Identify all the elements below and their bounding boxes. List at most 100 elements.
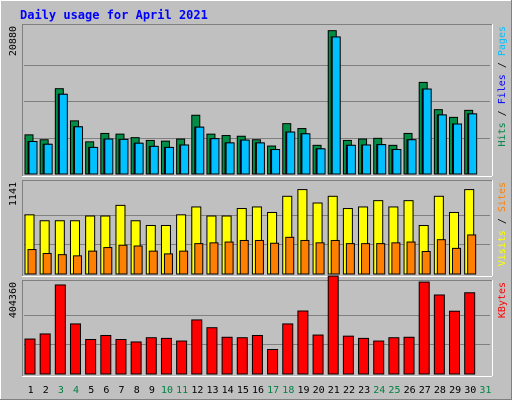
right-axis-legend: KBytes (497, 282, 508, 318)
bar-pages-day-26 (407, 139, 417, 175)
bar-pages-day-30 (468, 113, 478, 175)
bar-sites-day-7 (118, 244, 128, 275)
bar-pages-day-4 (73, 126, 83, 175)
right-axis-legend: Visits / Sites (497, 182, 508, 266)
x-tick-label-29: 29 (449, 385, 461, 396)
x-tick-label-12: 12 (191, 385, 203, 396)
bar-sites-day-28 (436, 239, 446, 275)
legend-separator: / (497, 56, 508, 74)
bar-kbytes-day-30 (464, 292, 476, 375)
x-tick-label-22: 22 (343, 385, 355, 396)
bar-kbytes-day-9 (145, 337, 157, 375)
bar-kbytes-day-5 (85, 339, 97, 375)
bar-kbytes-day-23 (358, 337, 370, 375)
bar-kbytes-day-26 (403, 336, 415, 375)
bar-kbytes-day-12 (191, 319, 203, 375)
legend-separator: / (497, 104, 508, 122)
bar-sites-day-27 (421, 251, 431, 275)
bar-pages-day-15 (240, 139, 250, 175)
bar-pages-day-21 (331, 36, 341, 175)
bar-sites-day-5 (88, 250, 98, 275)
bar-kbytes-day-27 (418, 281, 430, 375)
bar-pages-day-17 (271, 149, 281, 175)
x-tick-label-23: 23 (358, 385, 370, 396)
x-tick-label-26: 26 (404, 385, 416, 396)
bar-sites-day-29 (452, 247, 462, 275)
x-axis-labels: 1 2 3 4 5 6 7 8 9 10 11 12 13 14 15 16 17 18 19 20 21 22 23 24 2… (28, 385, 492, 396)
bar-kbytes-day-18 (282, 323, 294, 375)
legend-visits: Visits (497, 230, 508, 266)
bar-sites-day-18 (285, 236, 295, 275)
bar-kbytes-day-24 (373, 340, 385, 375)
x-tick-label-19: 19 (297, 385, 309, 396)
bar-sites-day-1 (27, 249, 37, 275)
x-tick-label-14: 14 (222, 385, 234, 396)
x-tick-label-31: 31 (479, 385, 491, 396)
bar-pages-day-23 (362, 144, 372, 175)
x-tick-label-18: 18 (282, 385, 294, 396)
x-tick-label-8: 8 (134, 385, 140, 396)
bar-sites-day-24 (376, 243, 386, 275)
bar-pages-day-22 (346, 144, 356, 175)
bar-kbytes-day-29 (449, 310, 461, 375)
bar-sites-day-25 (391, 242, 401, 275)
x-tick-label-30: 30 (464, 385, 476, 396)
bar-pages-day-14 (225, 142, 235, 175)
bar-sites-day-26 (406, 241, 416, 275)
bar-pages-day-28 (437, 114, 447, 175)
x-tick-label-7: 7 (119, 385, 125, 396)
bar-sites-day-23 (361, 243, 371, 275)
bar-kbytes-day-7 (115, 339, 127, 375)
bar-sites-day-13 (209, 242, 219, 275)
bar-kbytes-day-16 (251, 334, 263, 375)
x-tick-label-2: 2 (43, 385, 49, 396)
bar-kbytes-day-19 (297, 310, 309, 375)
bar-kbytes-day-6 (100, 334, 112, 375)
bar-kbytes-day-28 (433, 294, 445, 375)
bar-pages-day-9 (149, 145, 159, 175)
x-tick-label-4: 4 (73, 385, 79, 396)
bar-kbytes-day-17 (267, 349, 279, 375)
x-tick-label-3: 3 (58, 385, 64, 396)
bar-pages-day-29 (453, 123, 463, 175)
bar-kbytes-day-21 (327, 275, 339, 375)
bar-pages-day-5 (89, 146, 99, 175)
bar-sites-day-14 (224, 241, 234, 275)
bar-sites-day-4 (72, 255, 82, 275)
bar-pages-day-1 (28, 140, 38, 175)
y-axis-max-label: 1141 (8, 182, 19, 206)
bar-pages-day-13 (210, 138, 220, 175)
x-tick-label-20: 20 (313, 385, 325, 396)
legend-sites: Sites (497, 182, 508, 212)
bar-sites-day-3 (57, 254, 67, 275)
bar-sites-day-21 (330, 239, 340, 275)
panel-sites_visits: 1141 Visits / Sites (8, 180, 508, 277)
x-tick-label-25: 25 (388, 385, 400, 396)
legend-pages: Pages (497, 26, 508, 56)
bar-pages-day-19 (301, 133, 311, 175)
x-tick-label-17: 17 (267, 385, 279, 396)
x-tick-label-1: 1 (28, 385, 34, 396)
bar-kbytes-day-3 (54, 284, 66, 375)
bar-pages-day-18 (286, 131, 296, 175)
bar-kbytes-day-15 (236, 337, 248, 375)
bar-pages-day-8 (134, 142, 144, 175)
bar-kbytes-day-2 (39, 333, 51, 375)
bar-pages-day-16 (255, 142, 265, 175)
legend-kbytes: KBytes (497, 282, 508, 318)
bar-pages-day-11 (180, 144, 190, 175)
bar-kbytes-day-13 (206, 327, 218, 375)
chart-title: Daily usage for April 2021 (20, 8, 208, 22)
bar-sites-day-11 (179, 250, 189, 275)
bar-pages-day-2 (43, 143, 53, 175)
bar-sites-day-17 (270, 242, 280, 275)
bar-sites-day-6 (103, 247, 113, 275)
bar-kbytes-day-1 (24, 338, 36, 375)
bar-pages-day-12 (195, 126, 205, 175)
x-tick-label-13: 13 (206, 385, 218, 396)
bar-sites-day-16 (254, 239, 264, 275)
bar-pages-day-3 (58, 93, 68, 175)
x-tick-label-27: 27 (419, 385, 431, 396)
bar-sites-day-2 (42, 252, 52, 275)
